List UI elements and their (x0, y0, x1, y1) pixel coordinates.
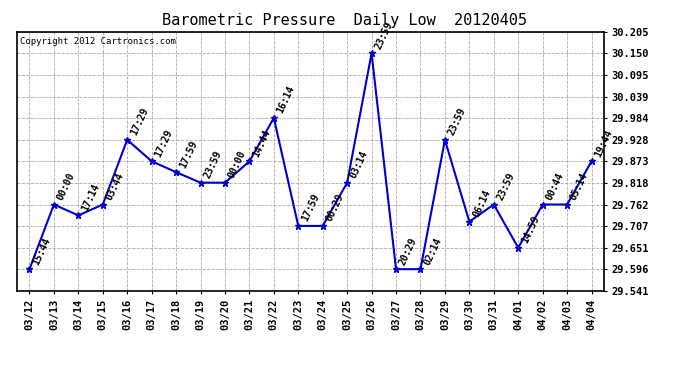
Text: 23:59: 23:59 (202, 149, 224, 180)
Text: 00:29: 00:29 (324, 192, 346, 223)
Text: 17:29: 17:29 (128, 106, 150, 137)
Text: 17:14: 17:14 (80, 182, 101, 213)
Text: 23:59: 23:59 (373, 20, 395, 51)
Text: 23:59: 23:59 (446, 106, 468, 137)
Text: 06:14: 06:14 (471, 188, 492, 219)
Text: 00:00: 00:00 (226, 149, 248, 180)
Text: 23:59: 23:59 (495, 171, 517, 202)
Text: 17:29: 17:29 (153, 128, 175, 159)
Text: 19:44: 19:44 (593, 128, 614, 159)
Text: 14:59: 14:59 (520, 214, 541, 245)
Text: 00:44: 00:44 (544, 171, 566, 202)
Text: 03:14: 03:14 (348, 149, 370, 180)
Text: 00:00: 00:00 (55, 171, 77, 202)
Text: Copyright 2012 Cartronics.com: Copyright 2012 Cartronics.com (20, 37, 176, 46)
Text: 05:14: 05:14 (569, 171, 590, 202)
Text: 17:59: 17:59 (299, 192, 321, 223)
Text: 20:29: 20:29 (397, 236, 419, 266)
Text: 16:14: 16:14 (275, 84, 297, 115)
Text: 03:44: 03:44 (104, 171, 126, 202)
Text: 17:59: 17:59 (177, 138, 199, 170)
Text: 14:44: 14:44 (250, 128, 273, 159)
Text: 15:44: 15:44 (31, 236, 52, 266)
Text: 02:14: 02:14 (422, 236, 444, 266)
Text: Barometric Pressure  Daily Low  20120405: Barometric Pressure Daily Low 20120405 (163, 13, 527, 28)
